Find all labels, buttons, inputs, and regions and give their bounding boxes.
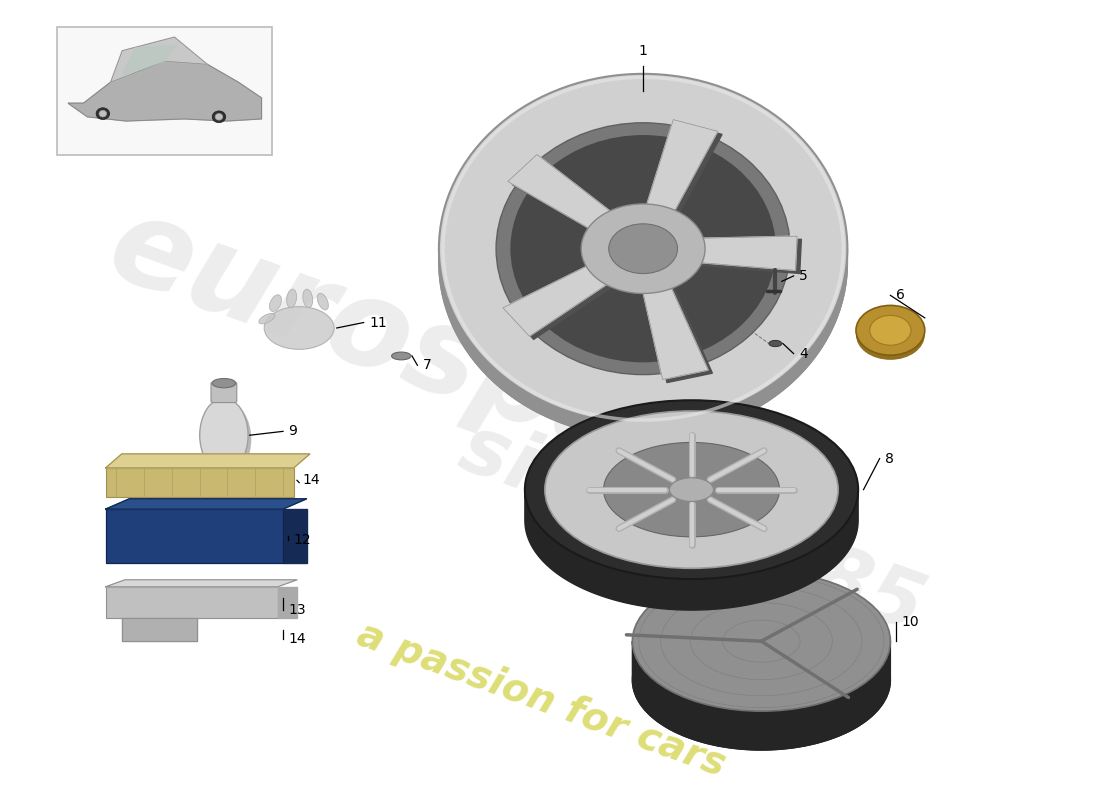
Ellipse shape: [439, 74, 847, 423]
Polygon shape: [647, 122, 722, 228]
Ellipse shape: [632, 610, 890, 750]
Ellipse shape: [439, 88, 847, 438]
Ellipse shape: [525, 405, 858, 583]
FancyBboxPatch shape: [106, 509, 283, 563]
Polygon shape: [439, 249, 847, 438]
Ellipse shape: [525, 431, 858, 610]
Polygon shape: [277, 586, 297, 618]
Ellipse shape: [510, 135, 776, 362]
Polygon shape: [106, 499, 307, 509]
Ellipse shape: [258, 314, 275, 324]
Ellipse shape: [525, 409, 858, 588]
Text: 6: 6: [895, 288, 904, 302]
Text: 7: 7: [422, 358, 431, 372]
Text: 1: 1: [639, 44, 648, 58]
Ellipse shape: [856, 306, 925, 355]
Text: 11: 11: [368, 315, 387, 330]
Polygon shape: [642, 120, 718, 225]
Ellipse shape: [525, 400, 858, 579]
Polygon shape: [122, 618, 197, 641]
Ellipse shape: [270, 294, 282, 311]
Text: 10: 10: [901, 614, 918, 629]
Ellipse shape: [525, 400, 858, 579]
Polygon shape: [507, 259, 626, 339]
Polygon shape: [632, 641, 890, 750]
Polygon shape: [106, 580, 297, 586]
Polygon shape: [640, 274, 708, 379]
Polygon shape: [106, 454, 310, 468]
Ellipse shape: [856, 310, 925, 360]
Text: since 1985: since 1985: [449, 409, 934, 649]
Ellipse shape: [264, 306, 334, 350]
Ellipse shape: [216, 114, 222, 120]
Text: 4: 4: [799, 346, 807, 361]
Text: 13: 13: [288, 603, 306, 617]
Text: 14: 14: [302, 474, 320, 487]
Text: 14: 14: [288, 632, 306, 646]
Ellipse shape: [212, 111, 226, 122]
Ellipse shape: [525, 414, 858, 592]
Ellipse shape: [870, 315, 911, 346]
Ellipse shape: [544, 411, 838, 568]
Ellipse shape: [670, 478, 714, 502]
Polygon shape: [283, 509, 307, 563]
Ellipse shape: [525, 427, 858, 606]
Ellipse shape: [392, 352, 411, 360]
Ellipse shape: [99, 110, 107, 117]
Polygon shape: [681, 239, 802, 274]
Ellipse shape: [200, 398, 249, 472]
Polygon shape: [513, 158, 628, 242]
Text: eurospares: eurospares: [94, 186, 859, 560]
Ellipse shape: [212, 378, 235, 388]
Polygon shape: [678, 236, 798, 270]
Ellipse shape: [317, 294, 329, 310]
Ellipse shape: [202, 402, 251, 476]
FancyBboxPatch shape: [106, 468, 294, 498]
Polygon shape: [68, 62, 262, 121]
Ellipse shape: [287, 289, 297, 308]
Ellipse shape: [496, 122, 790, 374]
Polygon shape: [525, 490, 858, 610]
Text: 5: 5: [799, 269, 807, 283]
Ellipse shape: [632, 571, 890, 711]
Polygon shape: [645, 277, 713, 382]
Text: 8: 8: [886, 451, 894, 466]
Polygon shape: [111, 37, 207, 82]
Text: a passion for cars: a passion for cars: [352, 615, 730, 784]
Ellipse shape: [769, 341, 782, 346]
FancyBboxPatch shape: [57, 27, 273, 155]
Ellipse shape: [96, 108, 110, 119]
Ellipse shape: [581, 204, 705, 294]
Text: 9: 9: [288, 424, 297, 438]
Ellipse shape: [302, 289, 312, 308]
Polygon shape: [122, 46, 176, 75]
FancyBboxPatch shape: [211, 382, 236, 402]
Polygon shape: [503, 256, 622, 336]
FancyBboxPatch shape: [106, 586, 277, 618]
Polygon shape: [508, 154, 624, 239]
Ellipse shape: [525, 422, 858, 602]
Ellipse shape: [525, 418, 858, 597]
Ellipse shape: [604, 442, 780, 537]
Text: 12: 12: [294, 533, 311, 547]
Ellipse shape: [608, 224, 678, 274]
